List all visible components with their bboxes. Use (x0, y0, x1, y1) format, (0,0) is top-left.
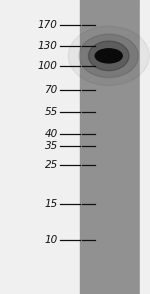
Bar (0, 0, 80, 294)
Ellipse shape (88, 41, 129, 71)
Ellipse shape (68, 26, 149, 86)
Text: 70: 70 (45, 85, 58, 95)
Text: 40: 40 (45, 129, 58, 139)
Text: 55: 55 (45, 107, 58, 117)
Ellipse shape (95, 49, 122, 63)
Ellipse shape (79, 34, 138, 78)
Text: 170: 170 (38, 20, 58, 30)
Bar (140, 0, 150, 294)
Text: 130: 130 (38, 41, 58, 51)
Text: 15: 15 (45, 199, 58, 209)
Text: 25: 25 (45, 160, 58, 170)
Text: 100: 100 (38, 61, 58, 71)
Bar (80, 0, 140, 294)
Text: 10: 10 (45, 235, 58, 245)
Text: 35: 35 (45, 141, 58, 151)
